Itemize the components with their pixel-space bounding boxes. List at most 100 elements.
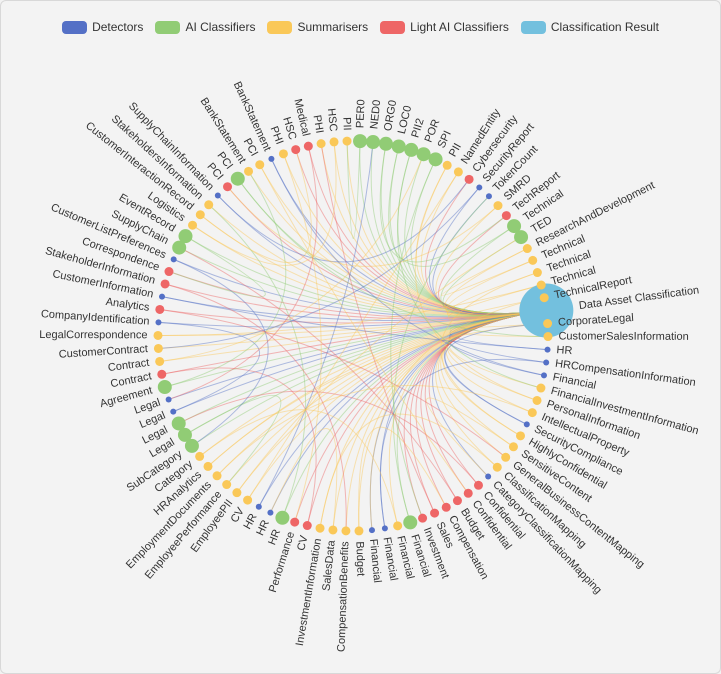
link <box>442 310 547 437</box>
node <box>222 480 232 490</box>
node <box>532 395 542 405</box>
node-label: CV <box>295 534 310 552</box>
node <box>354 526 364 536</box>
link <box>237 178 549 338</box>
link <box>227 186 499 267</box>
legend-swatch <box>380 20 406 34</box>
link <box>247 171 459 501</box>
link <box>178 247 458 501</box>
link <box>159 308 507 458</box>
legend-label: Detectors <box>92 20 144 34</box>
link <box>199 149 312 264</box>
node <box>195 451 205 461</box>
link <box>178 390 479 486</box>
link <box>158 187 480 349</box>
node <box>315 523 325 533</box>
node <box>212 471 222 481</box>
node-label: PII <box>340 117 352 131</box>
node <box>528 255 538 265</box>
legend-swatch <box>62 20 88 34</box>
link <box>161 367 317 526</box>
node <box>303 141 313 151</box>
link <box>320 143 436 514</box>
node <box>188 220 198 230</box>
node <box>393 521 403 531</box>
node-label: PHI <box>311 114 326 134</box>
link <box>446 310 547 401</box>
link <box>164 310 547 388</box>
link <box>168 235 266 298</box>
link <box>415 310 547 508</box>
link <box>282 153 322 523</box>
node <box>328 525 338 535</box>
node <box>539 293 549 303</box>
link <box>449 310 548 351</box>
link <box>168 310 547 400</box>
link <box>227 186 547 315</box>
link <box>448 310 547 376</box>
node <box>403 515 418 530</box>
link <box>432 195 547 315</box>
node <box>164 267 174 277</box>
node <box>157 379 172 394</box>
node <box>291 145 301 155</box>
link <box>270 158 547 315</box>
node <box>418 513 428 523</box>
node <box>204 200 214 210</box>
node <box>452 496 462 506</box>
node-label: Analytics <box>105 296 151 314</box>
link <box>158 310 547 349</box>
link <box>157 310 547 336</box>
node <box>493 201 503 211</box>
node <box>501 452 511 462</box>
node <box>519 283 574 338</box>
node <box>316 139 326 149</box>
link <box>346 141 361 239</box>
link <box>178 310 547 424</box>
node-label: NED0 <box>368 99 383 129</box>
link <box>370 141 547 314</box>
link <box>428 187 547 315</box>
node <box>275 510 290 525</box>
link <box>438 215 547 316</box>
node <box>501 211 511 221</box>
link <box>358 310 547 531</box>
link <box>446 272 547 319</box>
node <box>516 431 526 441</box>
node <box>514 230 529 245</box>
link <box>161 296 548 351</box>
node <box>155 304 165 314</box>
link <box>410 159 547 315</box>
node <box>267 509 274 516</box>
node <box>442 160 452 170</box>
node <box>329 137 339 147</box>
link <box>207 310 547 467</box>
link <box>247 310 547 501</box>
node <box>170 408 177 415</box>
link <box>258 310 547 507</box>
node-label: HR <box>556 344 573 357</box>
link <box>440 310 547 448</box>
node <box>522 244 532 254</box>
node <box>508 442 518 452</box>
link <box>248 171 547 315</box>
legend-swatch <box>267 20 293 34</box>
link <box>447 310 547 389</box>
node <box>464 174 474 184</box>
link <box>428 310 547 486</box>
legend-item: Light AI Classifiers <box>380 20 509 34</box>
link <box>449 310 547 364</box>
link <box>420 310 547 501</box>
node <box>523 421 530 428</box>
node <box>165 396 172 403</box>
link <box>425 397 514 477</box>
link <box>441 248 533 296</box>
link <box>380 143 547 314</box>
node <box>428 152 443 167</box>
link <box>173 258 547 318</box>
link <box>388 310 547 526</box>
link <box>320 143 547 314</box>
link <box>178 247 547 317</box>
link <box>397 149 542 389</box>
node <box>416 147 431 162</box>
